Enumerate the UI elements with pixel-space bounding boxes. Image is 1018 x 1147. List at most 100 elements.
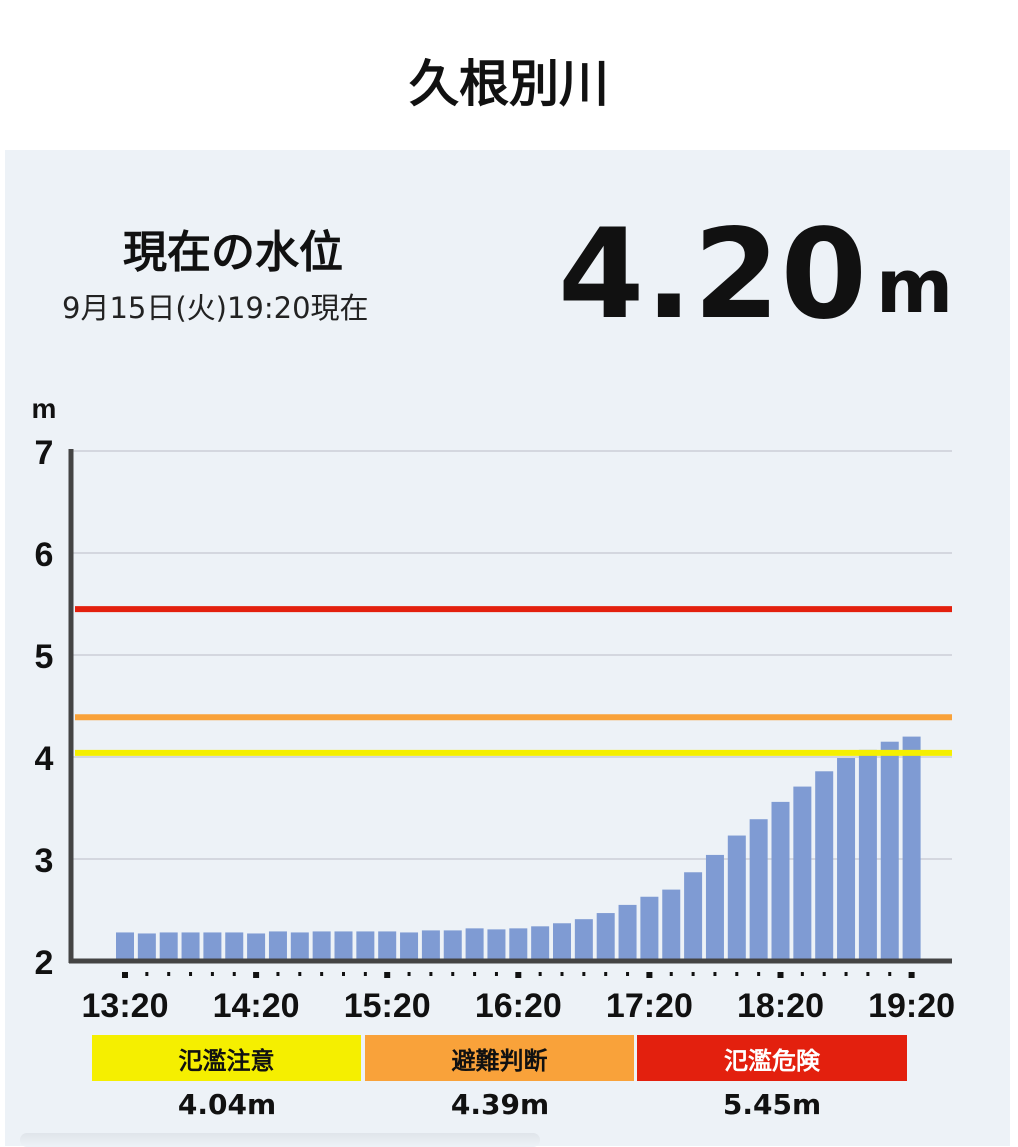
data-bar xyxy=(553,923,571,961)
data-bar xyxy=(421,930,440,961)
x-major-tick xyxy=(384,972,391,978)
y-tick-label: 3 xyxy=(35,842,54,880)
y-tick-label: 6 xyxy=(35,536,54,574)
x-tick-label: 14:20 xyxy=(213,987,300,1025)
x-minor-tick xyxy=(298,972,302,976)
data-bar xyxy=(159,932,178,961)
legend-flood-caution: 氾濫注意 xyxy=(92,1035,361,1081)
x-tick-label: 19:20 xyxy=(868,987,955,1025)
data-bar xyxy=(203,932,222,961)
y-tick-label: 5 xyxy=(35,638,54,676)
x-major-tick xyxy=(646,972,653,978)
data-bar xyxy=(858,749,877,961)
x-minor-tick xyxy=(888,972,892,976)
data-bar xyxy=(465,928,484,961)
data-bar xyxy=(247,933,266,961)
x-minor-tick xyxy=(713,972,717,976)
x-tick-labels: 13:20 14:20 15:20 16:20 17:20 18:20 19:20 xyxy=(82,987,956,1025)
x-minor-tick xyxy=(735,972,739,976)
data-bar xyxy=(837,758,856,961)
current-level-label: 現在の水位 xyxy=(123,227,343,278)
data-bar xyxy=(531,926,550,961)
data-bar xyxy=(596,913,615,961)
data-bar xyxy=(225,932,244,961)
data-bar xyxy=(662,889,681,961)
x-minor-tick xyxy=(691,972,695,976)
x-minor-tick xyxy=(822,972,826,976)
x-minor-tick xyxy=(866,972,870,976)
x-minor-tick xyxy=(320,972,324,976)
bars xyxy=(116,736,921,961)
data-bar xyxy=(312,931,331,961)
y-axis-unit-label: m xyxy=(32,393,57,424)
axes xyxy=(68,449,952,978)
legend-flood-danger: 氾濫危険 xyxy=(637,1035,907,1081)
x-minor-tick xyxy=(582,972,586,976)
x-minor-tick xyxy=(757,972,761,976)
x-minor-tick xyxy=(189,972,193,976)
data-bar xyxy=(509,928,528,961)
data-bar xyxy=(815,771,834,961)
x-minor-tick xyxy=(145,972,149,976)
legend-evacuation-judgment-value: 4.39m xyxy=(450,1088,550,1121)
x-minor-tick xyxy=(210,972,214,976)
data-bar xyxy=(268,931,287,961)
threshold-lines xyxy=(75,606,952,756)
legend-flood-caution-value: 4.04m xyxy=(177,1088,277,1121)
data-bar xyxy=(640,896,659,961)
x-major-tick xyxy=(515,972,522,978)
x-minor-tick xyxy=(800,972,804,976)
page-title: 久根別川 xyxy=(409,55,609,113)
legend-evacuation-judgment: 避難判断 xyxy=(365,1035,634,1081)
x-minor-tick xyxy=(232,972,236,976)
legend-flood-danger-value: 5.45m xyxy=(722,1088,822,1121)
x-tick-label: 17:20 xyxy=(606,987,693,1025)
x-minor-tick xyxy=(407,972,411,976)
data-bar xyxy=(902,736,921,961)
data-bar xyxy=(705,854,724,961)
x-minor-tick xyxy=(669,972,673,976)
x-major-tick xyxy=(253,972,260,978)
data-bar xyxy=(880,741,899,961)
data-bar xyxy=(290,932,309,961)
data-bar xyxy=(443,930,462,961)
data-bar xyxy=(487,929,506,961)
x-minor-tick xyxy=(604,972,608,976)
data-bar xyxy=(400,932,419,961)
x-tick-label: 15:20 xyxy=(344,987,431,1025)
y-tick-labels: 2 3 4 5 6 7 xyxy=(35,434,54,982)
data-bar xyxy=(378,931,397,961)
data-bar xyxy=(684,872,703,961)
x-minor-tick xyxy=(626,972,630,976)
x-major-tick xyxy=(908,972,915,978)
data-bar xyxy=(727,835,746,961)
data-bar xyxy=(137,933,156,961)
current-level-datetime: 9月15日(火)19:20現在 xyxy=(62,291,369,325)
data-bar xyxy=(749,819,768,961)
x-minor-tick xyxy=(560,972,564,976)
x-tick-label: 16:20 xyxy=(475,987,562,1025)
x-tick-label: 18:20 xyxy=(737,987,824,1025)
data-bar xyxy=(618,904,637,961)
data-bar xyxy=(116,932,134,961)
x-minor-tick xyxy=(494,972,498,976)
data-bar xyxy=(574,919,593,961)
y-tick-label: 7 xyxy=(35,434,54,472)
current-level-value: 4.20 xyxy=(558,203,868,347)
x-minor-tick xyxy=(167,972,171,976)
x-minor-tick xyxy=(844,972,848,976)
x-minor-tick xyxy=(473,972,477,976)
x-tick-label: 13:20 xyxy=(82,987,169,1025)
x-minor-tick xyxy=(538,972,542,976)
x-minor-tick xyxy=(451,972,455,976)
data-bar xyxy=(334,931,353,961)
x-minor-tick xyxy=(342,972,345,976)
data-bar xyxy=(356,931,375,961)
y-tick-label: 2 xyxy=(35,944,54,982)
y-tick-label: 4 xyxy=(35,740,54,778)
x-minor-tick xyxy=(363,972,367,976)
panel-shadow xyxy=(20,1133,540,1147)
data-bar xyxy=(771,801,790,961)
current-level-unit: m xyxy=(876,244,954,330)
x-minor-tick xyxy=(429,972,433,976)
